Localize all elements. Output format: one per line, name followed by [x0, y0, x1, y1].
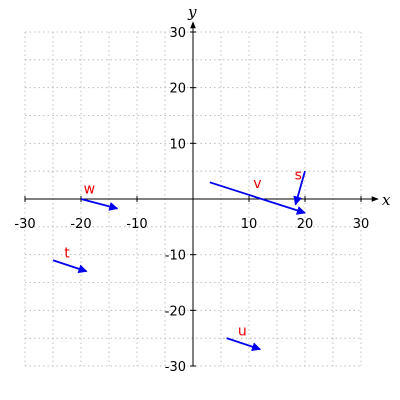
vector-label-u: u	[238, 323, 247, 339]
y-axis-label: y	[187, 3, 197, 21]
y-tick-label: -30	[165, 360, 186, 375]
y-tick-label: 30	[169, 26, 186, 41]
x-tick-label: -10	[126, 217, 147, 232]
x-tick-label: -30	[14, 217, 35, 232]
tick-labels: -30 -20 -10 10 20 30 -30 -20 -10 10 20 30	[14, 26, 369, 375]
y-tick-label: 10	[169, 137, 186, 152]
x-tick-label: -20	[70, 217, 91, 232]
vector-label-t: t	[64, 245, 70, 261]
vector-w	[80, 198, 119, 211]
vector-label-s: s	[295, 168, 302, 184]
vector-labels: w v s t u	[64, 168, 302, 340]
y-tick-label: -10	[165, 249, 186, 264]
vector-v	[209, 181, 306, 215]
vector-s	[293, 170, 306, 206]
axes: x y	[25, 3, 391, 366]
x-tick-label: 20	[297, 217, 314, 232]
y-tick-label: 20	[169, 82, 186, 97]
vector-u	[226, 337, 262, 352]
vector-label-v: v	[253, 176, 261, 192]
vectors	[52, 170, 306, 352]
vector-label-w: w	[84, 181, 95, 197]
x-tick-label: 30	[353, 217, 370, 232]
x-tick-label: 10	[241, 217, 258, 232]
x-axis-label: x	[382, 191, 391, 209]
vector-t	[52, 259, 88, 274]
y-tick-label: -20	[165, 304, 186, 319]
